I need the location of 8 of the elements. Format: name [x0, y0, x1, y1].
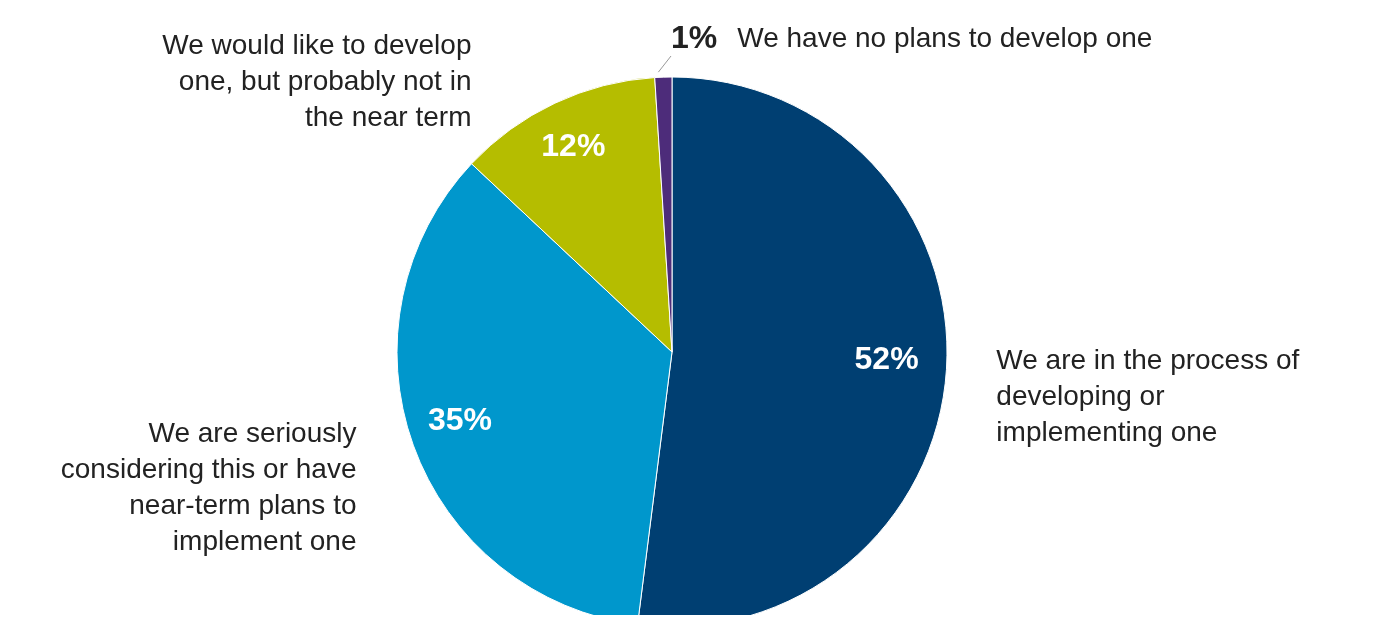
data-label: 1% — [671, 19, 718, 56]
data-label: 12% — [541, 127, 606, 164]
slice-label: We are in the process of developing or implementing one — [996, 344, 1300, 448]
slice-label: We are seriously considering this or have near-term plans to implement one — [60, 417, 357, 557]
slice-label: We would like to develop one, but probably not in the near term — [162, 29, 472, 133]
data-label: 35% — [427, 400, 493, 437]
data-label: 52% — [854, 340, 919, 377]
slice-label: We have no plans to develop one — [737, 22, 1153, 54]
